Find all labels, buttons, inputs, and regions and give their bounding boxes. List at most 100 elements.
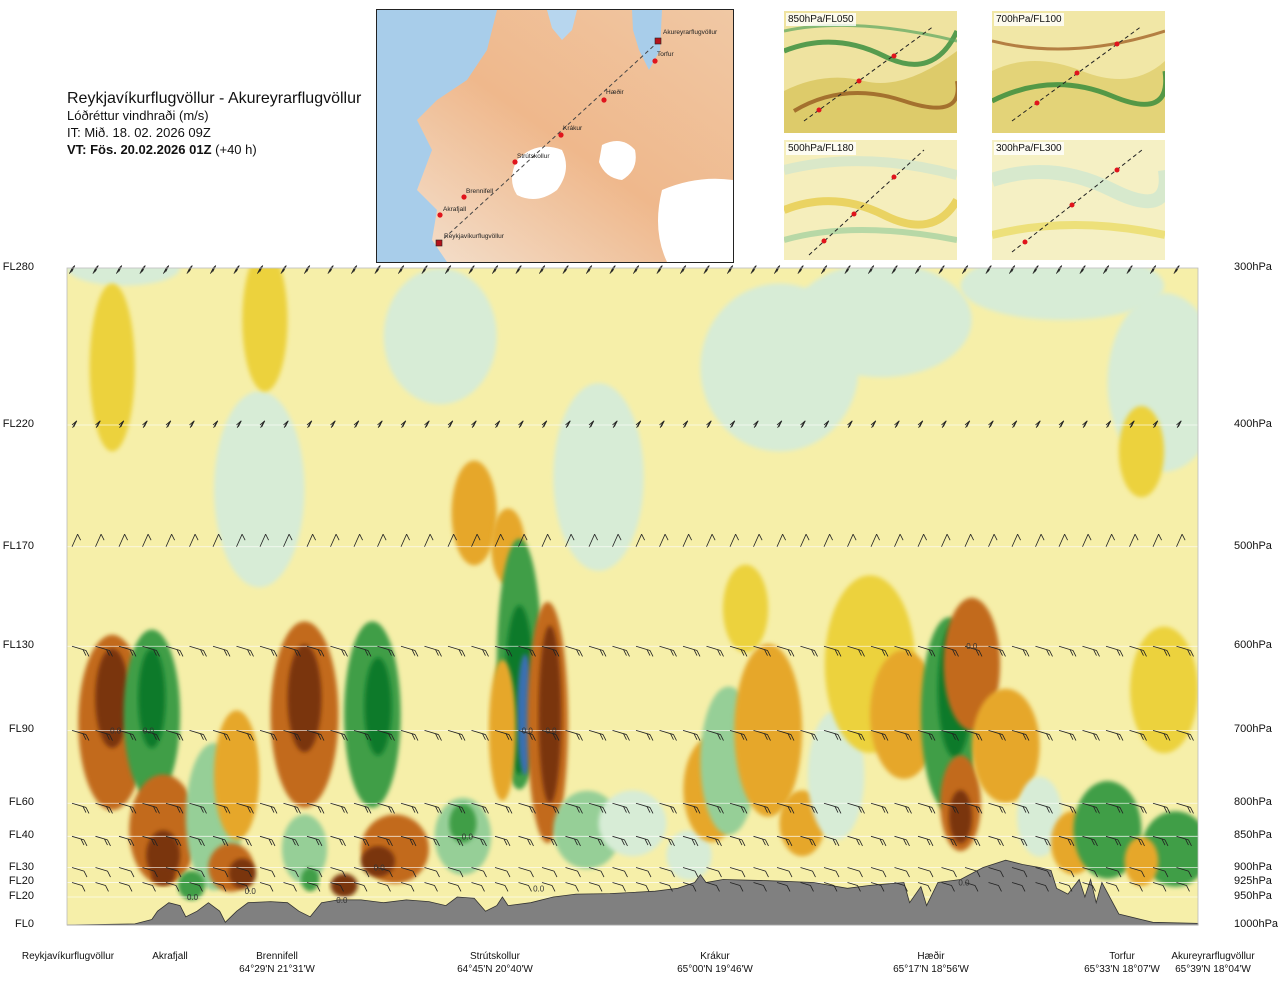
wind-barb bbox=[612, 645, 630, 657]
wind-cell-slight-up-3 bbox=[960, 268, 1165, 321]
wind-barb bbox=[306, 867, 323, 878]
wind-barb bbox=[800, 802, 818, 814]
wind-barb bbox=[800, 867, 816, 878]
wind-barb bbox=[541, 533, 551, 547]
wind-barb bbox=[1152, 882, 1167, 892]
wind-barb bbox=[518, 835, 534, 847]
wind-barb bbox=[189, 802, 207, 814]
map-markers bbox=[435, 37, 662, 247]
wind-barb bbox=[1035, 645, 1053, 657]
wind-barb bbox=[353, 533, 363, 547]
pressure-tick-2: 500hPa bbox=[1234, 539, 1272, 552]
wind-barb bbox=[306, 729, 325, 741]
wind-cell-slight-up-44 bbox=[598, 790, 667, 857]
wind-barb bbox=[706, 867, 722, 878]
wind-barb bbox=[189, 645, 207, 657]
wind-barb bbox=[400, 533, 410, 547]
wind-barb bbox=[659, 802, 677, 814]
wind-barb bbox=[447, 645, 466, 657]
wind-barb bbox=[776, 645, 795, 657]
level-panel-300[interactable]: 300hPa/FL300 bbox=[992, 140, 1165, 260]
wind-barb bbox=[565, 729, 583, 741]
location-coord-4: 65°00'N 19°46'W bbox=[677, 964, 753, 975]
wind-barb bbox=[471, 420, 477, 429]
wind-barb bbox=[729, 645, 748, 657]
wind-cell-strong-down-30 bbox=[330, 873, 358, 898]
pressure-tick-10: 1000hPa bbox=[1234, 918, 1279, 930]
level-panel-850-label: 850hPa/FL050 bbox=[786, 13, 856, 26]
flight-level-tick-8: FL20 bbox=[8, 875, 34, 888]
wind-barb bbox=[776, 420, 783, 429]
wind-barb bbox=[1035, 729, 1053, 741]
plot-frame bbox=[66, 267, 1199, 926]
level-panel-500-svg bbox=[784, 140, 957, 260]
wind-barb bbox=[142, 835, 158, 847]
wind-barb bbox=[283, 835, 299, 847]
wind-barb bbox=[588, 802, 607, 814]
flight-level-tick-5: FL60 bbox=[8, 796, 34, 809]
location-name-7: Akureyrarflugvöllur bbox=[1171, 951, 1255, 962]
wind-barb bbox=[1011, 802, 1030, 814]
wind-barb bbox=[518, 882, 532, 892]
level-panel-850[interactable]: 850hPa/FL050 bbox=[784, 11, 957, 133]
wind-barb bbox=[1152, 802, 1171, 814]
wind-barb bbox=[165, 645, 184, 657]
wind-barb bbox=[447, 835, 464, 847]
wind-barb bbox=[565, 835, 581, 847]
wind-barb bbox=[165, 420, 172, 429]
wind-barb bbox=[1011, 835, 1028, 847]
wind-barb bbox=[1058, 835, 1075, 847]
wind-barb bbox=[306, 835, 323, 847]
wind-barb bbox=[471, 533, 481, 547]
contour-label-1: 0.0 bbox=[143, 726, 155, 735]
wind-barb bbox=[142, 867, 158, 878]
wind-barb bbox=[212, 533, 222, 547]
wind-barb bbox=[635, 867, 652, 878]
wind-cell-slight-down-12 bbox=[722, 564, 769, 653]
map-label-haedir: Hæðir bbox=[606, 88, 625, 96]
wind-barb bbox=[870, 645, 889, 657]
location-coord-6: 65°33'N 18°07'W bbox=[1084, 964, 1160, 975]
wind-barb bbox=[847, 729, 865, 741]
wind-barb bbox=[1105, 882, 1120, 892]
wind-cell-strong-down-25 bbox=[228, 858, 256, 889]
wind-barb bbox=[306, 882, 321, 892]
wind-barb bbox=[1035, 867, 1051, 878]
wind-barb bbox=[1011, 867, 1028, 878]
wind-barb bbox=[400, 867, 417, 878]
wind-barb bbox=[118, 533, 128, 547]
wind-barb bbox=[1152, 645, 1171, 657]
level-panel-500[interactable]: 500hPa/FL180 bbox=[784, 140, 957, 260]
wind-barb bbox=[1105, 533, 1115, 547]
wind-barb bbox=[494, 729, 513, 741]
wind-barb bbox=[917, 420, 924, 429]
wind-barb bbox=[821, 265, 828, 274]
wind-barb bbox=[494, 835, 511, 847]
wind-barb bbox=[71, 729, 90, 741]
wind-barb bbox=[588, 729, 607, 741]
wind-barb bbox=[236, 867, 252, 878]
map-label-strutskollur: Strútskollur bbox=[517, 153, 550, 160]
wind-barb bbox=[1105, 729, 1124, 741]
level-panel-700[interactable]: 700hPa/FL100 bbox=[992, 11, 1165, 133]
wind-barb bbox=[1176, 882, 1190, 892]
wind-barb bbox=[118, 729, 137, 741]
wind-barb bbox=[870, 420, 877, 429]
wind-cell-weak-up-28 bbox=[281, 814, 328, 884]
glacier-1 bbox=[512, 146, 566, 199]
wind-barb bbox=[189, 420, 195, 429]
wind-barb bbox=[635, 802, 654, 814]
wind-barb bbox=[800, 882, 814, 892]
glacier-3 bbox=[658, 178, 733, 262]
wind-barb bbox=[330, 882, 344, 892]
wind-barb bbox=[706, 533, 716, 547]
level-panel-700-label: 700hPa/FL100 bbox=[994, 13, 1064, 26]
wind-barb bbox=[588, 645, 607, 657]
wind-barb bbox=[847, 835, 863, 847]
wind-barb bbox=[283, 882, 297, 892]
wind-barb bbox=[964, 729, 983, 741]
wind-barb bbox=[917, 835, 934, 847]
wind-barb bbox=[306, 420, 313, 429]
level-panel-700-svg bbox=[992, 11, 1165, 133]
wind-cell-weak-down-58 bbox=[971, 688, 1040, 803]
